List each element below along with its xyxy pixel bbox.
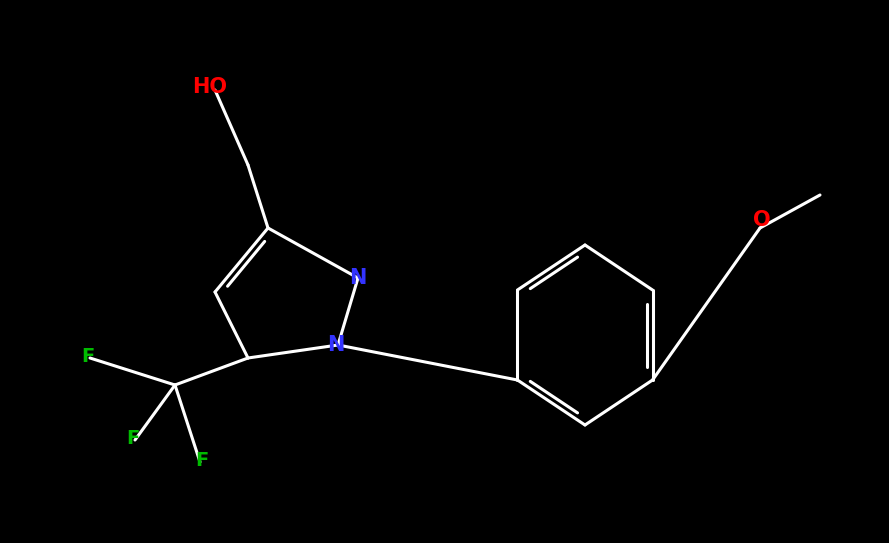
Text: O: O	[753, 210, 771, 230]
Text: HO: HO	[193, 77, 228, 97]
Text: F: F	[82, 346, 94, 365]
Text: F: F	[126, 428, 140, 447]
Text: N: N	[327, 335, 345, 355]
Text: F: F	[196, 451, 209, 470]
Text: N: N	[349, 268, 366, 288]
